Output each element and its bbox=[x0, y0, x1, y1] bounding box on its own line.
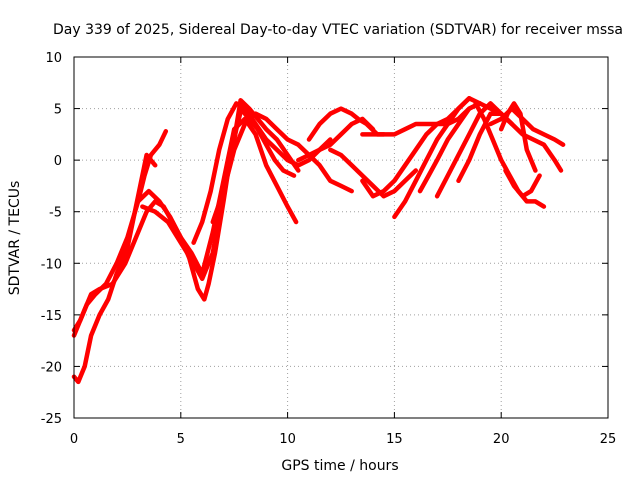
y-tick-label: 0 bbox=[54, 154, 62, 169]
series-sat-g bbox=[210, 111, 354, 225]
y-tick-label: -20 bbox=[41, 360, 62, 375]
x-axis-label: GPS time / hours bbox=[281, 458, 398, 474]
y-tick-label: -15 bbox=[41, 309, 62, 324]
y-axis-label: SDTVAR / TECUs bbox=[7, 181, 23, 296]
axis-ticks: 0 5 10 15 20 25 -25 -20 -15 -10 -5 0 5 10 bbox=[41, 51, 617, 447]
x-tick-label: 0 bbox=[70, 432, 78, 447]
series-sat-k bbox=[328, 147, 419, 199]
y-tick-label: -10 bbox=[41, 257, 62, 272]
x-tick-label: 25 bbox=[600, 432, 617, 447]
y-tick-label: -5 bbox=[49, 206, 62, 221]
chart-title: Day 339 of 2025, Sidereal Day-to-day VTE… bbox=[53, 22, 623, 38]
series-sat-j bbox=[306, 106, 386, 142]
x-tick-label: 20 bbox=[493, 432, 510, 447]
y-tick-label: -25 bbox=[41, 412, 62, 427]
series-layer bbox=[71, 96, 566, 385]
series-sat-s bbox=[488, 106, 566, 147]
series-sat-q bbox=[456, 111, 564, 184]
y-tick-label: 10 bbox=[45, 51, 62, 66]
grid-lines bbox=[74, 57, 608, 418]
series-sat-h bbox=[238, 106, 297, 178]
series-sat-b bbox=[71, 152, 158, 385]
series-sat-l bbox=[360, 101, 483, 137]
plot-frame bbox=[73, 56, 609, 419]
x-tick-label: 10 bbox=[279, 432, 296, 447]
x-tick-label: 5 bbox=[177, 432, 185, 447]
y-tick-label: 5 bbox=[54, 103, 62, 118]
series-sat-u bbox=[503, 168, 542, 199]
x-tick-label: 15 bbox=[386, 432, 403, 447]
series-sat-t bbox=[498, 101, 538, 173]
series-sat-n bbox=[392, 96, 483, 220]
